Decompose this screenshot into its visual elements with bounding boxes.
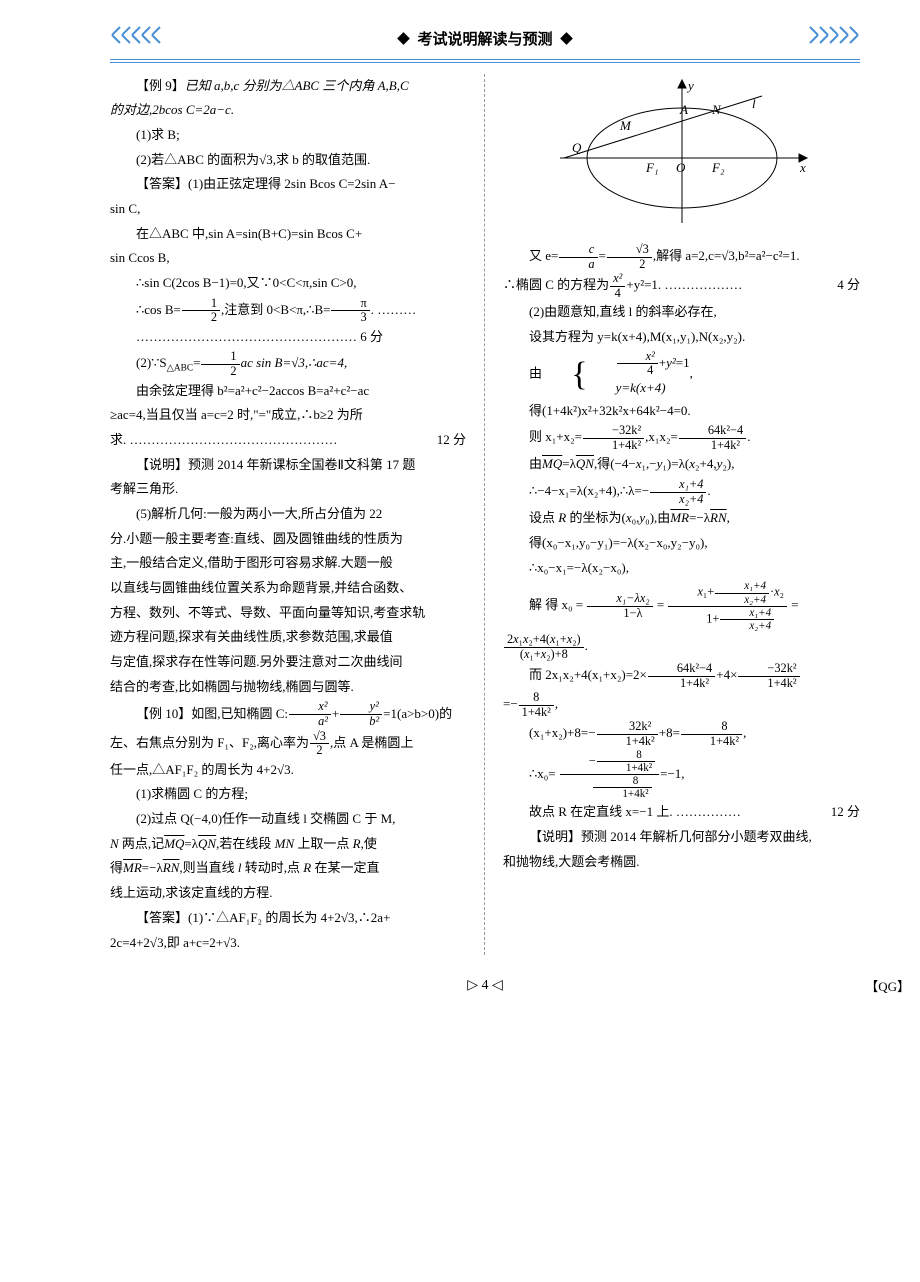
ans2-d: 求. …………………………………………12 分 <box>110 428 466 453</box>
ex10q2b: N 两点,记MQ=λQN,若在线段 MN 上取一点 R,使 <box>110 832 466 857</box>
ellipse-svg: y x A N l M Q F₁ O F₂ <box>552 78 812 228</box>
r18: ∴x₀= −81+4k²81+4k²=−1, <box>503 749 860 801</box>
svg-text:x: x <box>799 160 806 175</box>
ex10q2c: 得MR=−λRN,则当直线 l 转动时,点 R 在某一定直 <box>110 856 466 881</box>
note1: 【说明】预测 2014 年新课标全国卷Ⅱ文科第 17 题 <box>110 453 466 478</box>
r5: 由 { x²4+y²=1 y=k(x+4) , <box>503 350 860 399</box>
right-column: y x A N l M Q F₁ O F₂ 又 e=ca=√32,解得 a=2,… <box>485 74 860 956</box>
r4: 设其方程为 y=k(x+4),M(x₁,y₁),N(x₂,y₂). <box>503 325 860 350</box>
columns: 【例 9】已知 a,b,c 分别为△ABC 三个内角 A,B,C 的对边,2bc… <box>110 74 860 956</box>
r7: 则 x₁+x₂=−32k²1+4k²,x₁x₂=64k²−41+4k². <box>503 423 860 452</box>
p5h: 结合的考查,比如椭圆与抛物线,椭圆与圆等. <box>110 675 466 700</box>
p5e: 方程、数列、不等式、导数、平面向量等知识,考查求轨 <box>110 601 466 626</box>
header-title: 考试说明解读与预测 <box>417 32 552 48</box>
note2: 【说明】预测 2014 年解析几何部分小题考双曲线, <box>503 825 860 850</box>
ex10b: 左、右焦点分别为 F₁、F₂,离心率为√32,点 A 是椭圆上 <box>110 729 466 758</box>
ex10q1: (1)求椭圆 C 的方程; <box>110 782 466 807</box>
svg-text:y: y <box>686 78 694 93</box>
ans10a: 【答案】(1)∵△AF₁F₂ 的周长为 4+2√3,∴2a+ <box>110 906 466 931</box>
p5d: 以直线与圆锥曲线位置关系为命题背景,并结合函数、 <box>110 576 466 601</box>
ans1-b: sin C, <box>110 197 466 222</box>
ans2-c: ≥ac=4,当且仅当 a=c=2 时,"="成立,∴b≥2 为所 <box>110 403 466 428</box>
ex9-q1: (1)求 B; <box>110 123 466 148</box>
r17: (x₁+x₂)+8=−32k²1+4k²+8=81+4k², <box>503 719 860 748</box>
p5a: (5)解析几何:一般为两小一大,所占分值为 22 <box>110 502 466 527</box>
diamond-left <box>397 32 410 45</box>
svg-text:l: l <box>752 96 756 111</box>
svg-text:N: N <box>711 102 722 117</box>
r19: 故点 R 在定直线 x=−1 上. ……………12 分 <box>503 800 860 825</box>
r6: 得(1+4k²)x²+32k²x+64k²−4=0. <box>503 399 860 424</box>
svg-text:M: M <box>619 118 632 133</box>
p5g: 与定值,探求存在性等问题.另外要注意对二次曲线间 <box>110 650 466 675</box>
diamond-right <box>560 32 573 45</box>
r13: 解 得 x₀ = x₁−λx₂1−λ = x₁+x₁+4x₂+4·x₂1+x₁+… <box>503 580 860 632</box>
ans1-g: …………………………………………… 6 分 <box>110 325 466 350</box>
footer-right-angle: ◁ <box>492 978 503 993</box>
ans2-a: (2)∵S△ABC=12ac sin B=√3,∴ac=4, <box>110 349 466 378</box>
svg-text:F₁: F₁ <box>645 160 658 175</box>
ex9-line2: 的对边,2bcos C=2a−c. <box>110 98 466 123</box>
p5f: 迹方程问题,探求有关曲线性质,求参数范围,求最值 <box>110 625 466 650</box>
r2: ∴椭圆 C 的方程为x²4+y²=1. ………………4 分 <box>503 271 860 300</box>
page-number: 4 <box>482 978 489 993</box>
ex10c: 任一点,△AF₁F₂ 的周长为 4+2√3. <box>110 758 466 783</box>
left-column: 【例 9】已知 a,b,c 分别为△ABC 三个内角 A,B,C 的对边,2bc… <box>110 74 485 956</box>
r14: 2x₁x₂+4(x₁+x₂)(x₁+x₂)+8. <box>503 632 860 661</box>
ans10b: 2c=4+2√3,即 a+c=2+√3. <box>110 931 466 956</box>
r11: 得(x₀−x₁,y₀−y₁)=−λ(x₂−x₀,y₂−y₀), <box>503 531 860 556</box>
ans1-e: ∴sin C(2cos B−1)=0,又∵0<C<π,sin C>0, <box>110 271 466 296</box>
p5c: 主,一般结合定义,借助于图形可容易求解.大题一般 <box>110 551 466 576</box>
footer-qg: 【QG】 <box>865 975 910 1000</box>
svg-text:Q: Q <box>572 140 582 155</box>
ans2-b: 由余弦定理得 b²=a²+c²−2accos B=a²+c²−ac <box>110 379 466 404</box>
ex10q2d: 线上运动,求该定直线的方程. <box>110 881 466 906</box>
note2b: 和抛物线,大题会考椭圆. <box>503 850 860 875</box>
header-chevrons-left <box>110 26 170 44</box>
r9: ∴−4−x₁=λ(x₂+4),∴λ=−x₁+4x₂+4. <box>503 477 860 506</box>
ans1-c: 在△ABC 中,sin A=sin(B+C)=sin Bcos C+ <box>110 222 466 247</box>
header-chevrons-right <box>800 26 860 44</box>
page-footer: ▷ 4 ◁ 【QG】 <box>110 973 860 1000</box>
ex10a: 【例 10】如图,已知椭圆 C:x²a²+y²b²=1(a>b>0)的 <box>110 700 466 729</box>
page: 考试说明解读与预测 【例 9】已知 a,b,c 分别为△ABC 三个内角 A,B… <box>0 0 920 1030</box>
p5b: 分.小题一般主要考查:直线、圆及圆锥曲线的性质为 <box>110 527 466 552</box>
page-header: 考试说明解读与预测 <box>110 20 860 60</box>
ex10q2a: (2)过点 Q(−4,0)任作一动直线 l 交椭圆 C 于 M, <box>110 807 466 832</box>
ans1-f: ∴cos B=12,注意到 0<B<π,∴B=π3. ……… <box>110 296 466 325</box>
r3: (2)由题意知,直线 l 的斜率必存在, <box>503 300 860 325</box>
ans1-a: 【答案】(1)由正弦定理得 2sin Bcos C=2sin A− <box>110 172 466 197</box>
r1: 又 e=ca=√32,解得 a=2,c=√3,b²=a²−c²=1. <box>503 242 860 271</box>
r10: 设点 R 的坐标为(x₀,y₀),由MR=−λRN, <box>503 506 860 531</box>
ex9-q2: (2)若△ABC 的面积为√3,求 b 的取值范围. <box>110 148 466 173</box>
r12: ∴x₀−x₁=−λ(x₂−x₀), <box>503 556 860 581</box>
svg-text:F₂: F₂ <box>711 160 725 175</box>
svg-text:A: A <box>679 102 688 117</box>
ex9-line1: 【例 9】已知 a,b,c 分别为△ABC 三个内角 A,B,C <box>110 74 466 99</box>
ans1-d: sin Ccos B, <box>110 246 466 271</box>
r8: 由MQ=λQN,得(−4−x₁,−y₁)=λ(x₂+4,y₂), <box>503 452 860 477</box>
r15: 而 2x₁x₂+4(x₁+x₂)=2×64k²−41+4k²+4×−32k²1+… <box>503 661 860 690</box>
r16: =−81+4k², <box>503 690 860 719</box>
footer-left-angle: ▷ <box>467 978 481 993</box>
svg-text:O: O <box>676 160 686 175</box>
ellipse-figure: y x A N l M Q F₁ O F₂ <box>503 78 860 237</box>
note1b: 考解三角形. <box>110 477 466 502</box>
